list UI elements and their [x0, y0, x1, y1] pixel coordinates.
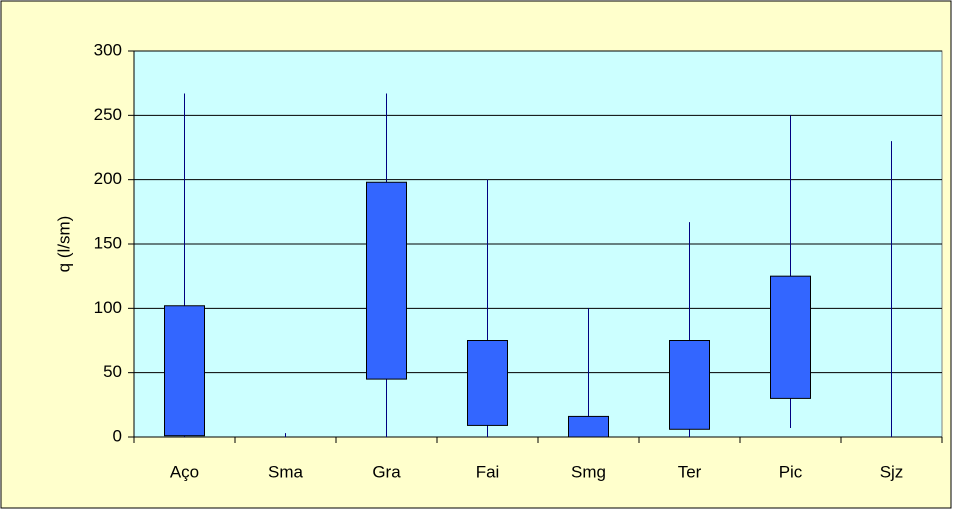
x-tick-label: Gra: [372, 462, 401, 481]
y-axis-label: q (l/sm): [54, 216, 73, 273]
x-tick-label: Fai: [476, 462, 500, 481]
x-tick-label: Smg: [571, 462, 606, 481]
x-tick-label: Sjz: [880, 462, 904, 481]
x-tick-label: Ter: [678, 462, 702, 481]
y-tick-label: 250: [94, 105, 122, 124]
box: [366, 181, 407, 380]
y-tick-label: 200: [94, 169, 122, 188]
y-tick-label: 150: [94, 233, 122, 252]
y-tick-label: 100: [94, 298, 122, 317]
x-tick-label: Pic: [779, 462, 803, 481]
box: [568, 415, 609, 438]
box: [770, 275, 811, 399]
x-tick-label: Sma: [268, 462, 304, 481]
y-tick-label: 50: [103, 362, 122, 381]
box: [669, 340, 710, 430]
box: [467, 340, 508, 426]
x-tick-label: Aço: [170, 462, 199, 481]
box: [164, 305, 205, 437]
y-tick-label: 0: [113, 426, 122, 445]
y-tick-label: 300: [94, 40, 122, 59]
